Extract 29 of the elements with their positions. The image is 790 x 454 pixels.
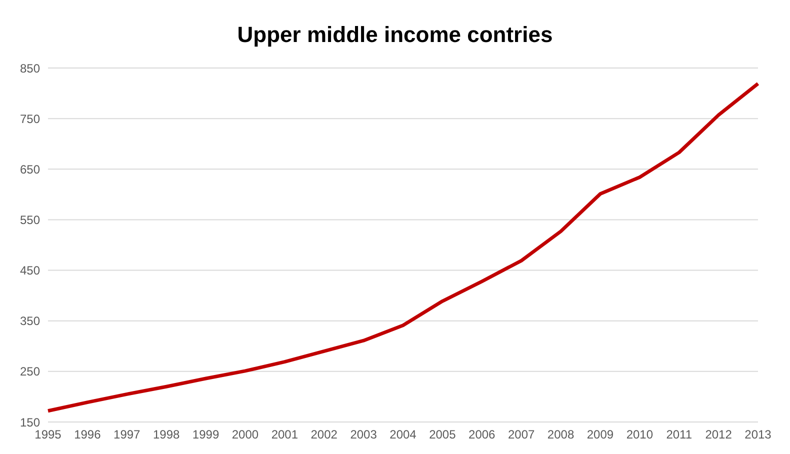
x-tick-label: 2005 <box>429 428 456 442</box>
chart-title: Upper middle income contries <box>236 21 554 49</box>
y-tick-label: 550 <box>20 212 40 227</box>
x-tick-label: 1995 <box>34 428 62 442</box>
y-tick-label: 150 <box>20 415 40 430</box>
x-tick-label: 1999 <box>192 428 220 442</box>
x-tick-label: 1996 <box>74 428 102 442</box>
x-tick-label: 1997 <box>114 428 141 442</box>
x-tick-label: 2002 <box>310 428 338 442</box>
x-tick-label: 2006 <box>468 428 496 442</box>
x-tick-label: 2004 <box>390 428 417 442</box>
x-tick-label: 2009 <box>586 428 614 442</box>
x-tick-label: 2003 <box>350 428 378 442</box>
x-tick-label: 2010 <box>626 428 654 442</box>
x-tick-label: 2008 <box>547 428 574 442</box>
y-tick-label: 750 <box>20 112 40 126</box>
y-tick-label: 650 <box>20 162 40 176</box>
x-tick-label: 2007 <box>508 428 536 442</box>
line-series <box>46 82 760 413</box>
x-tick-label: 2000 <box>232 428 259 442</box>
x-tick-label: 2013 <box>744 428 772 442</box>
y-tick-label: 850 <box>20 61 40 76</box>
y-tick-label: 450 <box>20 264 40 278</box>
x-tick-label: 1998 <box>152 428 180 442</box>
x-tick-label: 2011 <box>666 428 692 442</box>
y-tick-label: 350 <box>20 314 40 328</box>
x-tick-label: 2012 <box>705 428 732 442</box>
x-tick-label: 2001 <box>271 428 298 442</box>
y-tick-label: 250 <box>20 364 40 379</box>
